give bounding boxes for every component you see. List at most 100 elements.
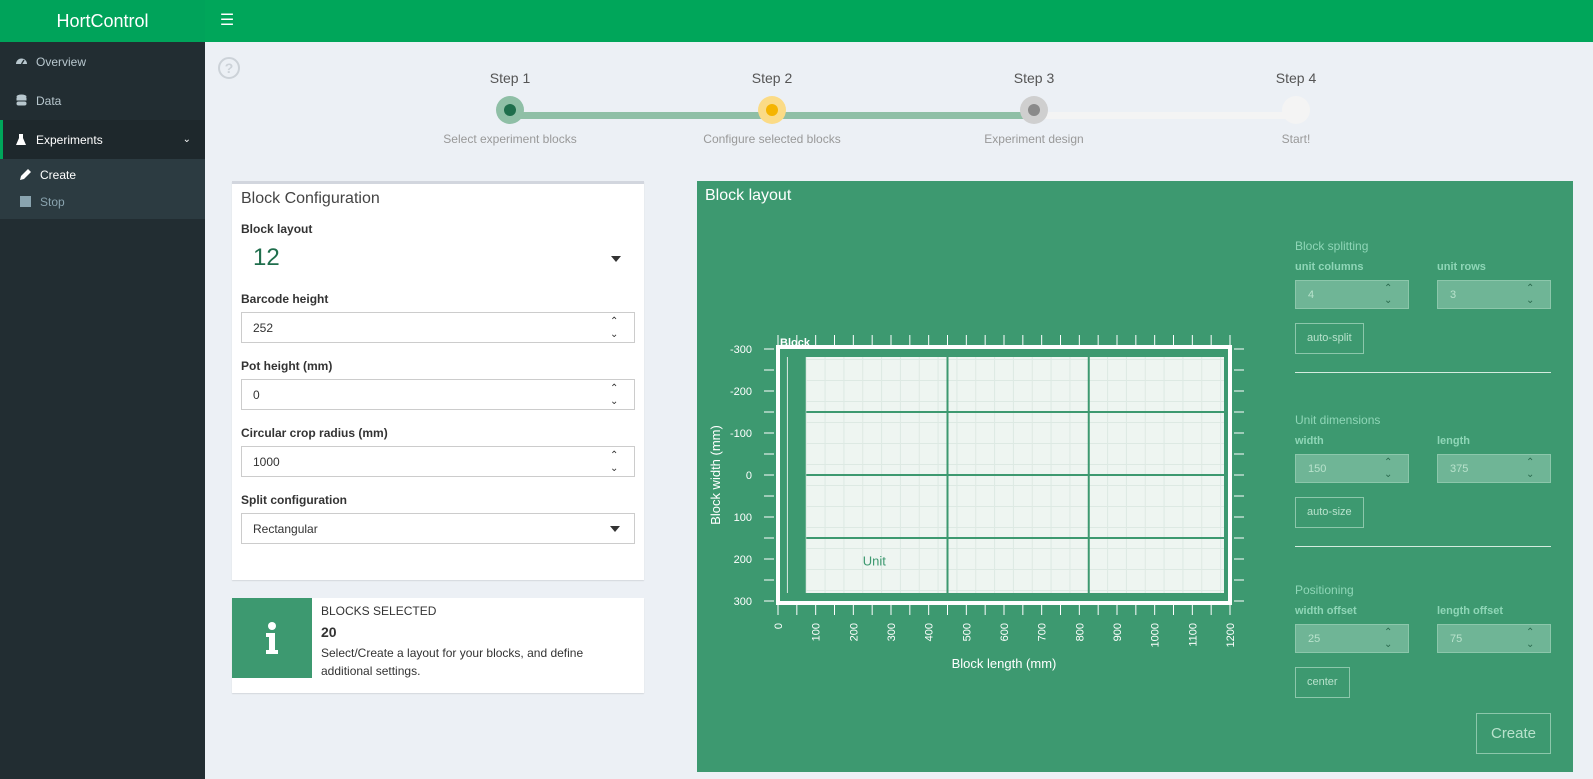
sidebar-item-label: Data xyxy=(36,93,62,108)
y-axis-label: Block width (mm) xyxy=(708,425,723,525)
width-offset-input[interactable]: 25 ⌃ ⌄ xyxy=(1295,624,1409,653)
chevron-down-icon[interactable]: ⌄ xyxy=(1384,469,1393,480)
chevron-down-icon[interactable]: ⌄ xyxy=(1384,639,1393,650)
unit-rows-label: unit rows xyxy=(1437,261,1486,273)
unit-columns-input[interactable]: 4 ⌃ ⌄ xyxy=(1295,280,1409,309)
chevron-down-icon[interactable]: ⌄ xyxy=(610,396,619,407)
unit-rows-input[interactable]: 3 ⌃ ⌄ xyxy=(1437,280,1551,309)
crop-radius-input[interactable]: 1000 ⌃ ⌄ xyxy=(241,446,635,477)
x-tick-label: 800 xyxy=(1074,623,1086,641)
step-title: Step 4 xyxy=(1275,70,1317,86)
progress-stepper: Step 1 Select experiment blocks Step 2 C… xyxy=(430,70,1316,160)
number-stepper[interactable]: ⌃ ⌄ xyxy=(1526,283,1538,306)
block-layout-label: Block layout xyxy=(241,222,313,236)
y-tick-label: 200 xyxy=(734,554,752,566)
width-offset-value: 25 xyxy=(1308,632,1321,645)
step-done-indicator xyxy=(496,96,524,124)
pot-height-label: Pot height (mm) xyxy=(241,359,333,373)
chevron-up-icon[interactable]: ⌃ xyxy=(1384,457,1393,468)
sidebar-subitem-stop[interactable]: Stop xyxy=(0,188,205,215)
x-tick-label: 1100 xyxy=(1187,623,1199,647)
unit-length-value: 375 xyxy=(1450,462,1469,475)
number-stepper[interactable]: ⌃ ⌄ xyxy=(1526,627,1538,650)
chevron-up-icon[interactable]: ⌃ xyxy=(610,316,619,327)
step-description: Experiment design xyxy=(984,132,1084,146)
unit-length-input[interactable]: 375 ⌃ ⌄ xyxy=(1437,454,1551,483)
x-tick-label: 1200 xyxy=(1225,623,1237,647)
block-layout-chart[interactable]: 0 100 200 300 400 500 600 700 800 900 1000 1100 1200… xyxy=(705,331,1265,681)
sidebar-subitem-create[interactable]: Create xyxy=(0,161,205,188)
chevron-up-icon[interactable]: ⌃ xyxy=(1526,457,1535,468)
step-description: Start! xyxy=(1281,132,1311,146)
sidebar-item-label: Create xyxy=(40,167,77,182)
pot-height-input[interactable]: 0 ⌃ ⌄ xyxy=(241,379,635,410)
help-icon[interactable]: ? xyxy=(218,57,240,79)
stop-icon xyxy=(18,195,32,209)
chevron-down-icon[interactable]: ⌄ xyxy=(1384,295,1393,306)
menu-toggle-icon[interactable]: ☰ xyxy=(219,12,235,29)
barcode-height-label: Barcode height xyxy=(241,292,329,306)
unit-dimensions-heading: Unit dimensions xyxy=(1295,413,1381,427)
y-tick-label: 100 xyxy=(734,512,752,524)
step-pending-indicator xyxy=(1020,96,1048,124)
length-offset-input[interactable]: 75 ⌃ ⌄ xyxy=(1437,624,1551,653)
auto-size-button[interactable]: auto-size xyxy=(1295,497,1364,528)
chevron-up-icon[interactable]: ⌃ xyxy=(1526,627,1535,638)
step-title: Step 3 xyxy=(1013,70,1055,86)
block-layout-panel: Block layout 0 100 200 300 400 500 600 700 800 90… xyxy=(697,181,1573,772)
step-4[interactable]: Step 4 Start! xyxy=(1206,70,1386,146)
x-tick-label: 400 xyxy=(924,623,936,641)
unit-width-input[interactable]: 150 ⌃ ⌄ xyxy=(1295,454,1409,483)
y-tick-label: -200 xyxy=(730,386,752,398)
number-stepper[interactable]: ⌃ ⌄ xyxy=(610,316,622,340)
chevron-up-icon[interactable]: ⌃ xyxy=(1526,283,1535,294)
chevron-up-icon[interactable]: ⌃ xyxy=(1384,627,1393,638)
number-stepper[interactable]: ⌃ ⌄ xyxy=(1384,627,1396,650)
split-configuration-select[interactable]: Rectangular xyxy=(241,513,635,544)
divider xyxy=(1295,372,1551,373)
blocks-selected-infobox: BLOCKS SELECTED 20 Select/Create a layou… xyxy=(232,598,644,693)
step-3[interactable]: Step 3 Experiment design xyxy=(944,70,1124,146)
positioning-heading: Positioning xyxy=(1295,583,1354,597)
dashboard-icon xyxy=(14,55,28,69)
chevron-down-icon[interactable]: ⌄ xyxy=(610,463,619,474)
chevron-down-icon[interactable]: ⌄ xyxy=(610,329,619,340)
unit-width-label: width xyxy=(1295,435,1324,447)
sidebar-item-label: Experiments xyxy=(36,132,103,147)
sidebar-item-label: Overview xyxy=(36,54,87,69)
panel-title: Block Configuration xyxy=(241,190,380,207)
number-stepper[interactable]: ⌃ ⌄ xyxy=(610,450,622,474)
block-layout-select[interactable]: 12 xyxy=(241,242,635,276)
dropdown-caret-icon xyxy=(610,526,620,532)
x-tick-label: 200 xyxy=(848,623,860,641)
auto-split-button[interactable]: auto-split xyxy=(1295,323,1364,354)
number-stepper[interactable]: ⌃ ⌄ xyxy=(1384,283,1396,306)
unit-width-value: 150 xyxy=(1308,462,1327,475)
length-offset-label: length offset xyxy=(1437,605,1503,617)
step-track-current xyxy=(772,112,1034,119)
chevron-down-icon[interactable]: ⌄ xyxy=(1526,295,1535,306)
app-brand[interactable]: HortControl xyxy=(0,0,205,42)
number-stepper[interactable]: ⌃ ⌄ xyxy=(610,383,622,407)
number-stepper[interactable]: ⌃ ⌄ xyxy=(1384,457,1396,480)
chevron-up-icon[interactable]: ⌃ xyxy=(610,383,619,394)
unit-columns-label: unit columns xyxy=(1295,261,1364,273)
unit-columns-value: 4 xyxy=(1308,288,1315,301)
chevron-up-icon[interactable]: ⌃ xyxy=(610,450,619,461)
sidebar-item-data[interactable]: Data xyxy=(0,81,205,120)
step-2[interactable]: Step 2 Configure selected blocks xyxy=(682,70,862,146)
barcode-height-input[interactable]: 252 ⌃ ⌄ xyxy=(241,312,635,343)
sidebar-item-overview[interactable]: Overview xyxy=(0,42,205,81)
center-button[interactable]: center xyxy=(1295,667,1350,698)
block-configuration-panel: Block Configuration Block layout 12 Barc… xyxy=(232,181,644,580)
x-tick-label: 600 xyxy=(999,623,1011,641)
chevron-down-icon[interactable]: ⌄ xyxy=(1526,639,1535,650)
number-stepper[interactable]: ⌃ ⌄ xyxy=(1526,457,1538,480)
step-1[interactable]: Step 1 Select experiment blocks xyxy=(420,70,600,146)
barcode-height-value: 252 xyxy=(253,320,274,335)
chevron-down-icon[interactable]: ⌄ xyxy=(1526,469,1535,480)
sidebar-item-experiments[interactable]: Experiments ⌄ xyxy=(0,120,205,159)
x-tick-label: 300 xyxy=(886,623,898,641)
chevron-up-icon[interactable]: ⌃ xyxy=(1384,283,1393,294)
create-button[interactable]: Create xyxy=(1476,713,1551,754)
